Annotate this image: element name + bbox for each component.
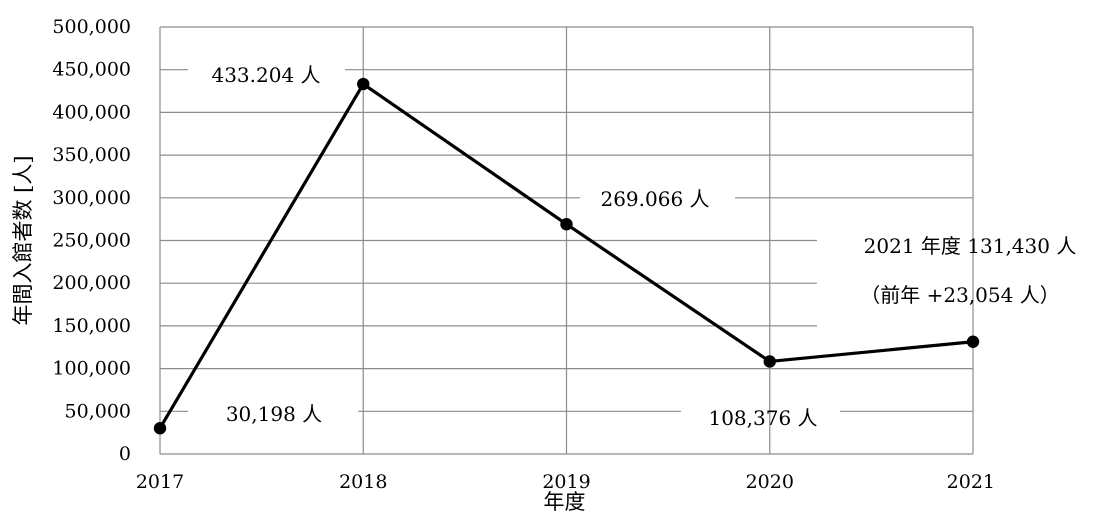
y-axis-tick-labels: 0 50,000 100,000 150,000 200,000 250,000 300,0… bbox=[52, 16, 131, 465]
y-tick-label: 100,000 bbox=[52, 358, 131, 380]
data-annotation: 433.204 人 bbox=[211, 63, 320, 87]
y-tick-label: 200,000 bbox=[52, 272, 131, 294]
y-tick-label: 450,000 bbox=[52, 59, 131, 81]
y-tick-label: 400,000 bbox=[52, 101, 131, 123]
data-point bbox=[560, 218, 573, 231]
data-point bbox=[153, 422, 167, 435]
y-axis-title: 年間入館者数 [人] bbox=[11, 155, 35, 325]
x-tick-label: 2021 bbox=[947, 471, 995, 493]
x-tick-label: 2018 bbox=[339, 471, 387, 493]
y-tick-label: 150,000 bbox=[52, 315, 131, 337]
gridlines bbox=[159, 26, 974, 455]
x-axis-tick-labels: 2017 2018 2019 2020 2021 bbox=[136, 471, 995, 493]
x-tick-label: 2017 bbox=[136, 471, 184, 493]
y-tick-label: 350,000 bbox=[52, 144, 131, 166]
y-tick-label: 250,000 bbox=[52, 230, 131, 252]
data-annotation: 269.066 人 bbox=[600, 187, 709, 211]
x-axis-title: 年度 bbox=[544, 490, 586, 514]
data-point bbox=[966, 335, 980, 348]
y-tick-label: 50,000 bbox=[65, 400, 131, 422]
y-tick-label: 500,000 bbox=[52, 16, 131, 38]
x-tick-label: 2019 bbox=[542, 471, 590, 493]
data-point bbox=[357, 77, 370, 91]
data-annotation: 30,198 人 bbox=[226, 402, 322, 426]
series bbox=[153, 77, 980, 435]
data-annotation: 108,376 人 bbox=[708, 406, 817, 430]
data-point bbox=[763, 355, 776, 368]
data-annotation: 2021 年度 131,430 人 bbox=[864, 234, 1077, 258]
annotations: 30,198 人 433.204 人 269.066 人 108,376 人 2021 … bbox=[211, 63, 1076, 430]
x-tick-label: 2020 bbox=[746, 471, 794, 493]
data-annotation: （前年 +23,054 人） bbox=[860, 283, 1059, 307]
y-tick-label: 0 bbox=[119, 443, 131, 465]
y-tick-label: 300,000 bbox=[52, 187, 131, 209]
